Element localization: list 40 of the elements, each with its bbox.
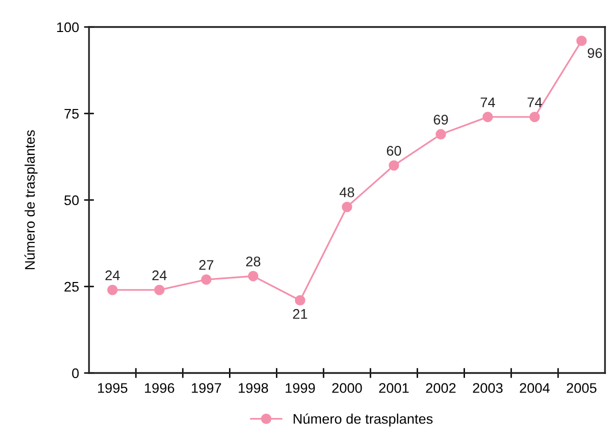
- data-label: 21: [293, 309, 308, 319]
- x-tick-label: 2001: [379, 383, 409, 393]
- x-tick-label: 1998: [238, 383, 268, 393]
- data-label: 74: [480, 98, 496, 108]
- point: [388, 160, 400, 171]
- point: [342, 202, 352, 212]
- point: [482, 112, 493, 122]
- data-label: 28: [246, 256, 260, 266]
- x-tick-label: 2002: [426, 383, 456, 393]
- x-tick-label: 1995: [98, 383, 128, 393]
- x-tick-label: 2003: [472, 383, 503, 393]
- point: [529, 112, 540, 122]
- point: [294, 295, 306, 306]
- point: [107, 284, 118, 296]
- point: [154, 284, 165, 296]
- x-tick-label: 2004: [520, 383, 550, 393]
- y-axis-title: Número de trasplantes: [24, 130, 38, 270]
- data-label: 96: [588, 48, 602, 58]
- y-tick-label: 50: [64, 195, 79, 206]
- y-tick-label: 0: [72, 368, 79, 378]
- point: [248, 270, 258, 282]
- data-label: 27: [199, 260, 214, 270]
- data-label: 69: [434, 114, 448, 125]
- point: [201, 274, 212, 285]
- point: [576, 36, 587, 46]
- data-label: 24: [105, 270, 120, 280]
- y-tick-label: 75: [64, 108, 79, 119]
- x-tick-label: 1996: [144, 383, 174, 393]
- point: [436, 129, 446, 140]
- x-tick-label: 1999: [286, 383, 315, 393]
- data-label: 74: [528, 98, 542, 108]
- legend-label: Número de trasplantes: [294, 413, 433, 427]
- x-tick-label: 1997: [192, 383, 222, 393]
- x-tick-label: 2005: [566, 383, 596, 393]
- y-tick-label: 25: [64, 282, 79, 292]
- data-label: 24: [152, 270, 167, 280]
- data-label: 60: [386, 146, 402, 156]
- y-tick-label: 100: [57, 22, 79, 32]
- data-label: 48: [340, 187, 354, 198]
- x-tick-label: 2000: [332, 383, 362, 393]
